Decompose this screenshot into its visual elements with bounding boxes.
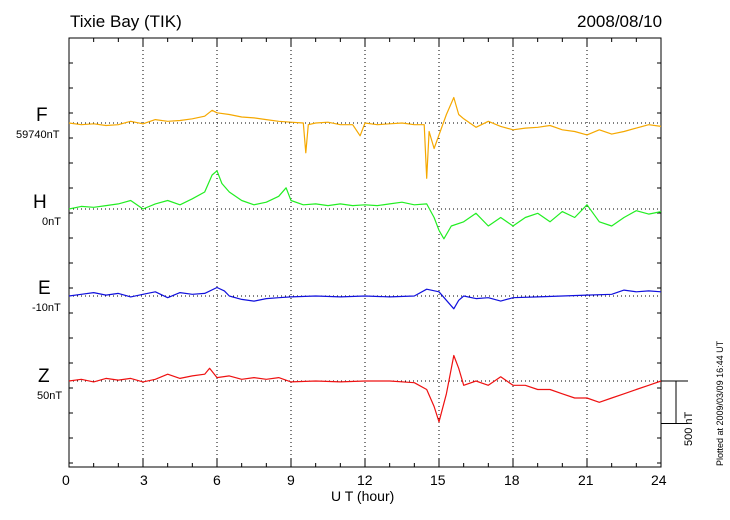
series-label-f: F [36,105,48,126]
series-line-e [68,286,662,310]
grid [69,38,661,467]
scale-bar [661,380,688,424]
series-label-e: E [38,278,51,299]
series-baseline-f: 59740nT [16,129,60,141]
series-line-z [68,354,662,423]
x-tick-label: 9 [287,472,295,488]
x-tick-label: 15 [430,472,446,488]
plot-frame [68,37,662,468]
scale-bar-label: 500 nT [683,411,695,446]
x-tick-label: 3 [140,472,148,488]
x-tick-label: 18 [504,472,520,488]
x-tick-label: 21 [578,472,594,488]
x-axis-label: U T (hour) [331,488,395,504]
x-tick-label: 6 [213,472,221,488]
series-baseline-h: 0nT [42,216,61,228]
series-group [68,96,662,423]
x-tick-label: 12 [357,472,373,488]
series-label-z: Z [38,366,50,387]
plot-timestamp: Plotted at 2009/03/09 16:44 UT [715,340,725,466]
series-label-h: H [33,192,47,213]
series-baseline-e: -10nT [32,302,61,314]
series-line-f [68,96,662,179]
chart-date: 2008/08/10 [577,12,663,31]
x-tick-label: 24 [651,472,667,488]
series-baseline-z: 50nT [37,390,63,402]
x-tick-label: 0 [62,472,70,488]
series-line-h [68,170,662,240]
chart-title: Tixie Bay (TIK) [70,12,182,31]
